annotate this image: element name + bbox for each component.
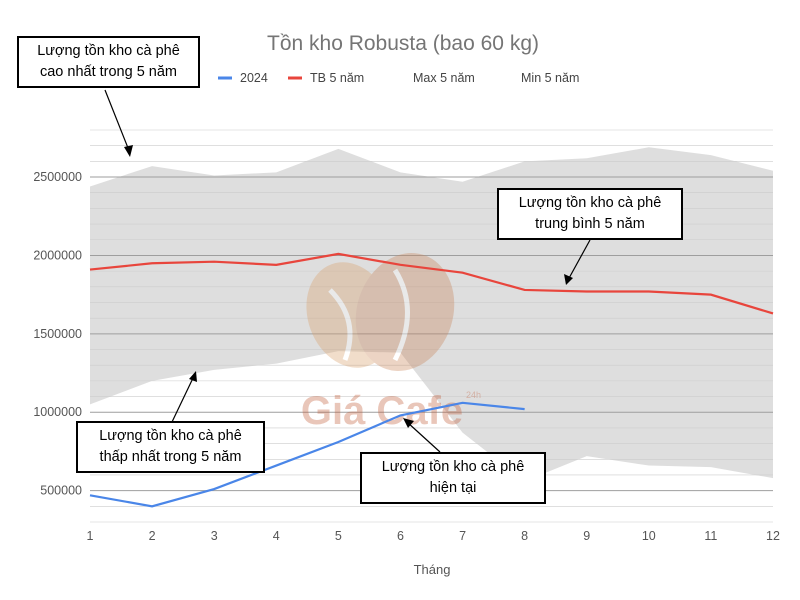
legend-item: Min 5 năm [521,71,579,85]
legend-item: Max 5 năm [413,71,475,85]
legend-label: TB 5 năm [310,71,364,85]
x-tick-label: 10 [642,529,656,543]
arrow-avg [567,239,591,281]
min-5y-area [90,351,773,522]
watermark-logo: Giá Cafe 24h [301,253,481,433]
annotation-min-line1: Lượng tồn kho cà phê [99,428,242,444]
chart-title: Tồn kho Robusta (bao 60 kg) [267,32,539,55]
annotation-current-line2: hiện tại [429,480,477,496]
y-tick-label: 2000000 [33,248,82,262]
x-tick-label: 2 [149,529,156,543]
annotation-current: Lượng tồn kho cà phê hiện tại [360,452,546,504]
x-tick-label: 9 [583,529,590,543]
legend-item: 2024 [218,71,268,85]
line-2024 [89,401,525,508]
x-tick-label: 1 [87,529,94,543]
arrow-current-head [403,418,414,428]
watermark-sup: 24h [466,390,481,400]
legend-label: Max 5 năm [413,71,475,85]
y-tick-label: 500000 [40,484,82,498]
annotation-max: Lượng tồn kho cà phê cao nhất trong 5 nă… [17,36,200,88]
x-tick-label: 8 [521,529,528,543]
annotation-max-line1: Lượng tồn kho cà phê [37,43,180,59]
y-axis: 500000 1000000 1500000 2000000 2500000 [33,170,82,498]
legend-label: 2024 [240,71,268,85]
y-tick-label: 2500000 [33,170,82,184]
annotation-avg-line1: Lượng tồn kho cà phê [518,195,662,211]
x-tick-label: 3 [211,529,218,543]
legend-item: TB 5 năm [288,71,364,85]
arrow-max [104,89,131,154]
watermark-text: Giá Cafe [301,389,463,433]
arrow-max-head [124,145,133,157]
y-tick-label: 1500000 [33,327,82,341]
arrow-min [171,375,195,423]
avg-5y-line [89,252,774,315]
x-tick-label: 4 [273,529,280,543]
legend: 2024 TB 5 năm Max 5 năm Min 5 năm [218,71,579,85]
annotation-min: Lượng tồn kho cà phê thấp nhất trong 5 n… [76,421,265,473]
legend-label: Min 5 năm [521,71,579,85]
x-tick-label: 6 [397,529,404,543]
coffee-bean-icon [306,253,455,371]
annotation-min-line2: thấp nhất trong 5 năm [99,449,242,465]
annotation-avg: Lượng tồn kho cà phê trung bình 5 năm [497,188,683,240]
x-tick-label: 7 [459,529,466,543]
annotation-max-line2: cao nhất trong 5 năm [39,64,178,80]
annotation-current-line1: Lượng tồn kho cà phê [381,459,525,475]
x-tick-label: 12 [766,529,780,543]
arrow-avg-head [564,274,573,285]
x-tick-label: 11 [704,529,717,543]
x-tick-label: 5 [335,529,342,543]
arrow-current [406,421,441,453]
annotation-arrows [104,89,591,453]
arrow-min-head [189,371,197,382]
x-axis-title: Tháng [414,562,451,577]
y-tick-label: 1000000 [33,405,82,419]
annotation-avg-line2: trung bình 5 năm [535,216,645,232]
x-axis: 1 2 3 4 5 6 7 8 9 10 11 12 [87,529,780,543]
